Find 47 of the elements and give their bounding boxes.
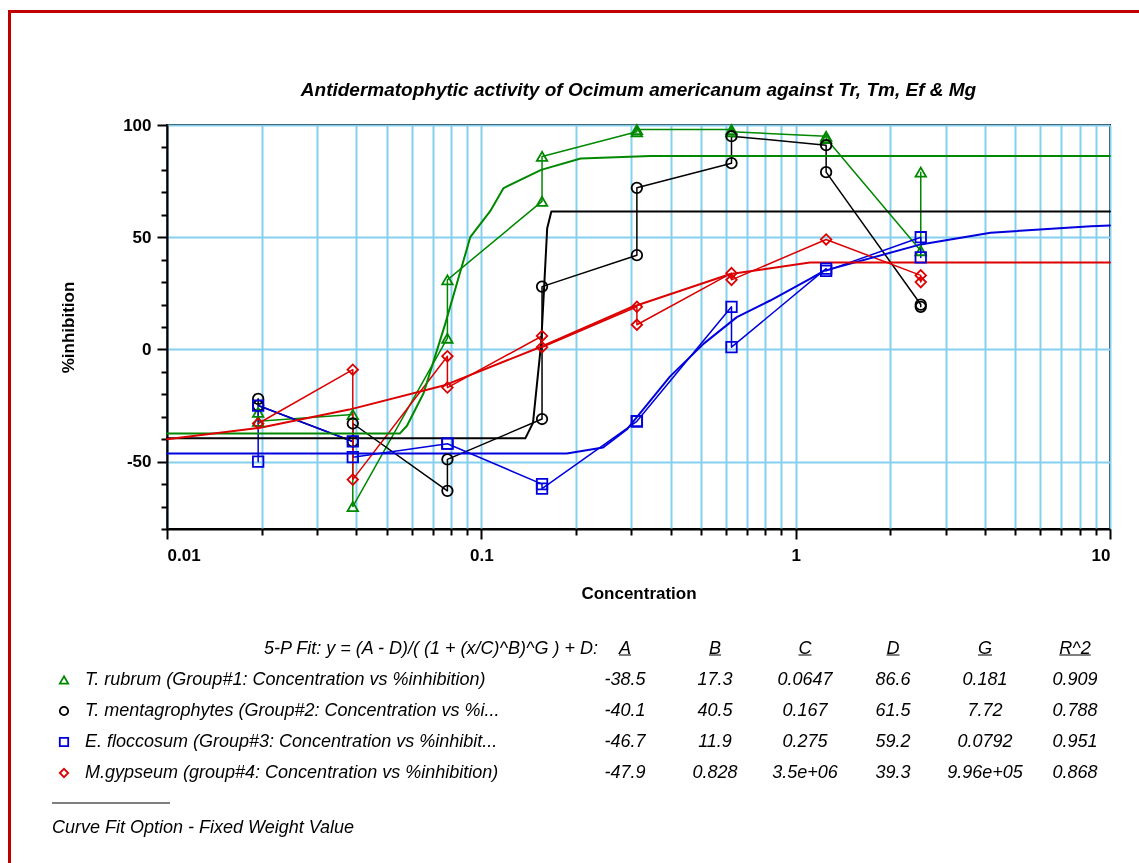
text: 17.3 xyxy=(697,668,733,690)
text: 9.96e+05 xyxy=(947,761,1023,783)
x-tick-label: 1 xyxy=(791,545,801,565)
text: 0.275 xyxy=(782,730,828,752)
text: -47.9 xyxy=(604,761,646,783)
x-tick-label: 0.1 xyxy=(470,545,494,565)
text: 0.951 xyxy=(1052,730,1098,752)
x-axis-title: Concentration xyxy=(581,583,697,603)
text: 0.0792 xyxy=(957,730,1013,752)
text: G xyxy=(977,637,993,659)
text: Curve Fit Option - Fixed Weight Value xyxy=(52,816,355,837)
legend-label: M.gypseum (group#4: Concentration vs %inhibition) xyxy=(85,762,499,782)
text: 40.5 xyxy=(697,699,733,721)
y-axis-title: %inhibition xyxy=(59,281,79,374)
text: -46.7 xyxy=(604,730,646,752)
y-tick-label: -50 xyxy=(126,452,152,472)
text: 3.5e+06 xyxy=(772,761,838,783)
text: A xyxy=(618,637,632,659)
legend-label: E. floccosum (Group#3: Concentration vs %inhibit... xyxy=(85,731,498,751)
text: 0.181 xyxy=(962,668,1008,690)
text: 39.3 xyxy=(875,761,911,783)
text: 0.828 xyxy=(692,761,738,783)
text: D xyxy=(886,637,900,659)
x-tick-label: 0.01 xyxy=(167,545,201,565)
chart-title: Antidermatophytic activity of Ocimum americanum against Tr, Tm, Ef & Mg xyxy=(299,79,977,100)
y-tick-label: 100 xyxy=(123,115,152,135)
text: 5-P Fit: y = (A - D)/( (1 + (x/C)^B)^G ) + D: xyxy=(263,637,598,659)
text: 0.0647 xyxy=(777,668,833,690)
text: 0.167 xyxy=(782,699,828,721)
text: B xyxy=(708,637,722,659)
text: 86.6 xyxy=(875,668,911,690)
legend-label: T. mentagrophytes (Group#2: Concentration vs %i... xyxy=(85,700,500,720)
text: 7.72 xyxy=(967,699,1003,721)
text: R^2 xyxy=(1059,637,1091,659)
legend-label: T. rubrum (Group#1: Concentration vs %inhibition) xyxy=(85,669,486,689)
x-tick-label: 10 xyxy=(1091,545,1111,565)
text: -40.1 xyxy=(604,699,646,721)
y-tick-label: 0 xyxy=(142,339,152,359)
text: 0.909 xyxy=(1052,668,1098,690)
text: 59.2 xyxy=(875,730,911,752)
text: -38.5 xyxy=(604,668,646,690)
text: 61.5 xyxy=(875,699,911,721)
y-tick-label: 50 xyxy=(132,227,152,247)
text: 0.868 xyxy=(1052,761,1098,783)
text: 0.788 xyxy=(1052,699,1098,721)
text: 11.9 xyxy=(698,730,732,752)
text: C xyxy=(798,637,812,659)
